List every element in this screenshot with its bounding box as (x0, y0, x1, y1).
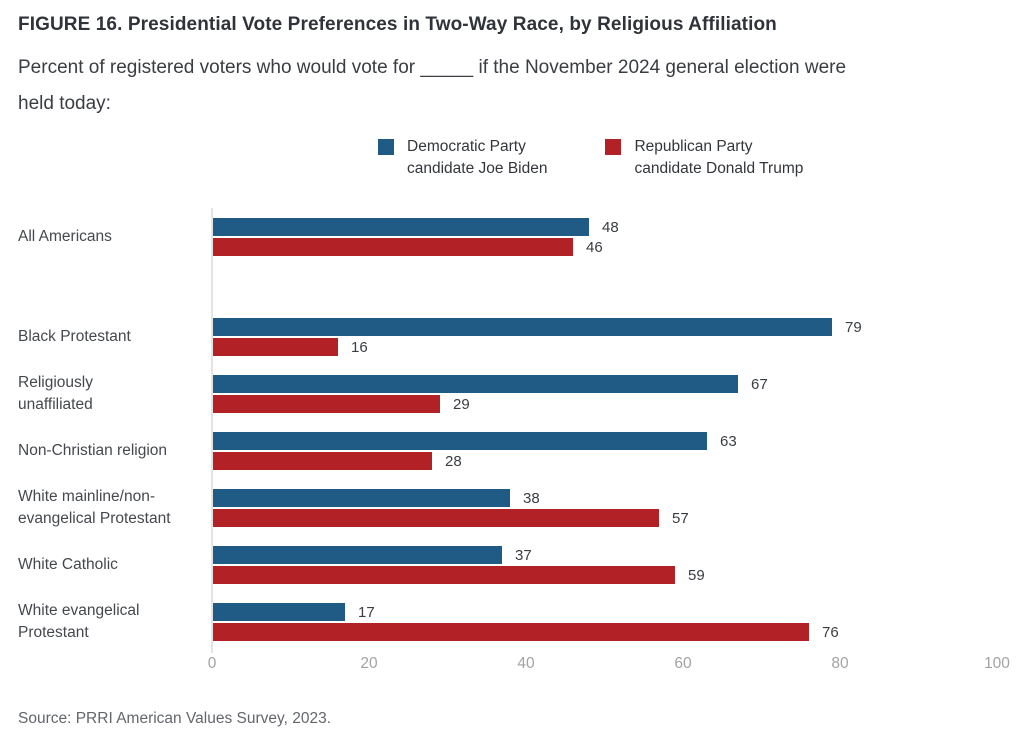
legend-swatch (605, 139, 622, 155)
x-axis: 0 20 40 60 80 100 (0, 655, 1024, 677)
bar-republican (212, 452, 432, 470)
bar-republican (212, 338, 338, 356)
bar-line: 59 (212, 566, 1024, 584)
bar-value-label: 48 (602, 218, 619, 236)
bar-value-label: 37 (515, 546, 532, 564)
bar-value-label: 46 (586, 238, 603, 256)
category-label: White mainline/non- evangelical Protesta… (18, 488, 171, 527)
bar-democratic (212, 546, 502, 564)
bar-democratic (212, 375, 738, 393)
bar-pair: 17 76 (212, 603, 1024, 641)
chart-row: All Americans 48 46 (0, 218, 1024, 256)
legend-label: Republican Party candidate Donald Trump (634, 138, 804, 177)
bar-republican (212, 566, 675, 584)
chart-rows: All Americans 48 46 Black Protestant 79 16 Rel… (0, 208, 1024, 641)
chart-legend: Democratic Party candidate Joe Biden Repu… (378, 136, 803, 180)
chart-row: White evangelical Protestant 17 76 (0, 602, 1024, 641)
category-label: Religiously unaffiliated (18, 374, 93, 413)
category-label: All Americans (18, 228, 112, 245)
bar-pair: 63 28 (212, 432, 1024, 470)
x-tick-label: 20 (360, 655, 378, 672)
bar-republican (212, 623, 809, 641)
chart-row: White mainline/non- evangelical Protesta… (0, 488, 1024, 527)
bar-value-label: 28 (445, 452, 462, 470)
bar-value-label: 57 (672, 509, 689, 527)
bar-line: 76 (212, 623, 1024, 641)
x-tick-label: 60 (674, 655, 692, 672)
bar-value-label: 63 (720, 432, 737, 450)
bar-republican (212, 395, 440, 413)
x-tick-label: 100 (984, 655, 1010, 672)
legend-swatch (378, 139, 394, 155)
bar-value-label: 29 (453, 395, 470, 413)
bar-line: 48 (212, 218, 1024, 236)
y-axis-line (211, 208, 213, 653)
bar-line: 79 (212, 318, 1024, 336)
bar-republican (212, 509, 659, 527)
bar-democratic (212, 432, 707, 450)
figure-title: FIGURE 16. Presidential Vote Preferences… (18, 14, 777, 35)
bar-line: 38 (212, 489, 1024, 507)
bar-line: 29 (212, 395, 1024, 413)
bar-chart: All Americans 48 46 Black Protestant 79 16 Rel… (0, 208, 1024, 660)
category-label: Black Protestant (18, 328, 131, 345)
bar-line: 37 (212, 546, 1024, 564)
bar-line: 57 (212, 509, 1024, 527)
bar-line: 28 (212, 452, 1024, 470)
legend-item: Republican Party candidate Donald Trump (605, 136, 803, 180)
x-tick-label: 0 (207, 655, 217, 672)
category-label: White evangelical Protestant (18, 602, 140, 641)
category-label: White Catholic (18, 556, 118, 573)
bar-democratic (212, 318, 832, 336)
figure-subtitle: Percent of registered voters who would v… (18, 57, 847, 114)
bar-pair: 48 46 (212, 218, 1024, 256)
bar-value-label: 67 (751, 375, 768, 393)
bar-democratic (212, 489, 510, 507)
bar-value-label: 38 (523, 489, 540, 507)
category-label: Non-Christian religion (18, 442, 168, 459)
chart-row: Non-Christian religion 63 28 (0, 432, 1024, 470)
bar-value-label: 16 (351, 338, 368, 356)
bar-value-label: 79 (845, 318, 862, 336)
bar-pair: 67 29 (212, 375, 1024, 413)
bar-democratic (212, 603, 345, 621)
bar-democratic (212, 218, 589, 236)
source-note: Source: PRRI American Values Survey, 202… (18, 710, 332, 727)
chart-row: White Catholic 37 59 (0, 546, 1024, 584)
bar-line: 67 (212, 375, 1024, 393)
bar-line: 63 (212, 432, 1024, 450)
bar-line: 16 (212, 338, 1024, 356)
bar-pair: 79 16 (212, 318, 1024, 356)
chart-row: Black Protestant 79 16 (0, 318, 1024, 356)
legend-label: Democratic Party candidate Joe Biden (407, 138, 548, 177)
bar-value-label: 76 (822, 623, 839, 641)
legend-item: Democratic Party candidate Joe Biden (378, 136, 547, 180)
bar-line: 17 (212, 603, 1024, 621)
x-tick-label: 80 (831, 655, 849, 672)
x-tick-label: 40 (517, 655, 535, 672)
bar-republican (212, 238, 573, 256)
bar-value-label: 59 (688, 566, 705, 584)
bar-pair: 38 57 (212, 489, 1024, 527)
bar-value-label: 17 (358, 603, 375, 621)
chart-row: Religiously unaffiliated 67 29 (0, 374, 1024, 413)
bar-line: 46 (212, 238, 1024, 256)
bar-pair: 37 59 (212, 546, 1024, 584)
